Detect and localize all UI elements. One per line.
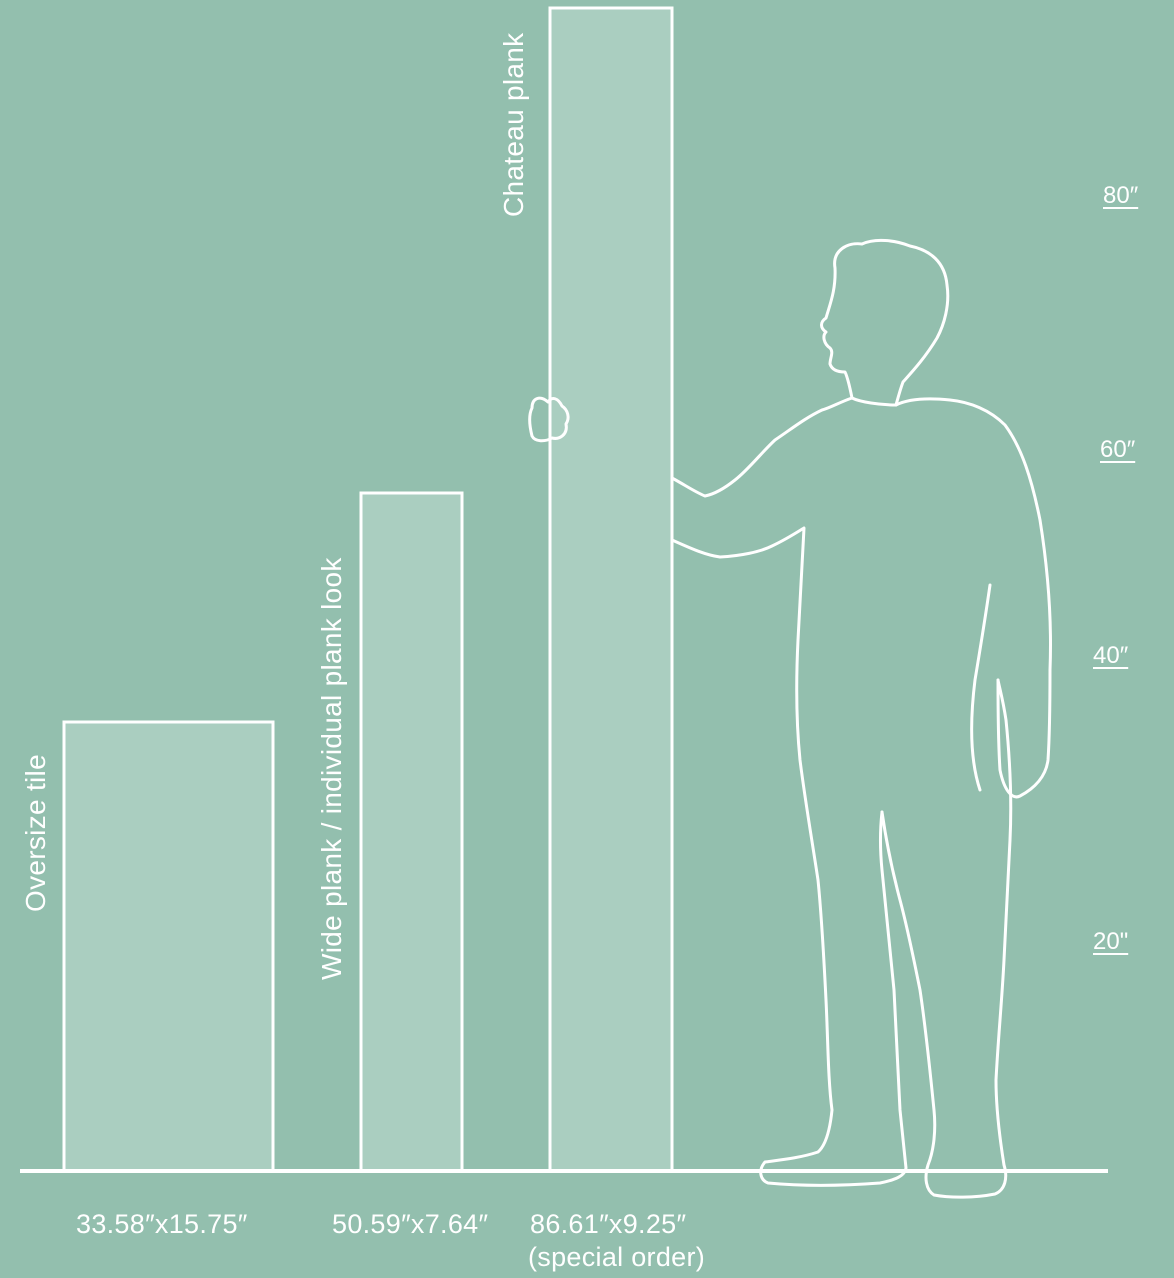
- chateau-plank-dimensions: 86.61″x9.25″: [530, 1209, 687, 1239]
- wide-plank-label: Wide plank / individual plank look: [316, 557, 347, 980]
- scale-mark-20: 20": [1093, 928, 1129, 955]
- oversize-tile-dimensions: 33.58″x15.75″: [76, 1209, 248, 1239]
- chateau-plank-note: (special order): [528, 1242, 706, 1272]
- scale-mark-40: 40″: [1093, 642, 1129, 669]
- oversize-tile-rect: [62, 720, 275, 1173]
- oversize-tile-label: Oversize tile: [20, 754, 51, 912]
- wide-plank-rect: [359, 491, 464, 1173]
- chateau-plank-label: Chateau plank: [498, 32, 529, 217]
- scale-mark-80: 80″: [1103, 182, 1139, 209]
- chateau-plank-rect: [548, 6, 674, 1173]
- wide-plank-dimensions: 50.59″x7.64″: [332, 1209, 489, 1239]
- person-silhouette: [528, 238, 1053, 1199]
- scale-mark-60: 60″: [1100, 436, 1136, 463]
